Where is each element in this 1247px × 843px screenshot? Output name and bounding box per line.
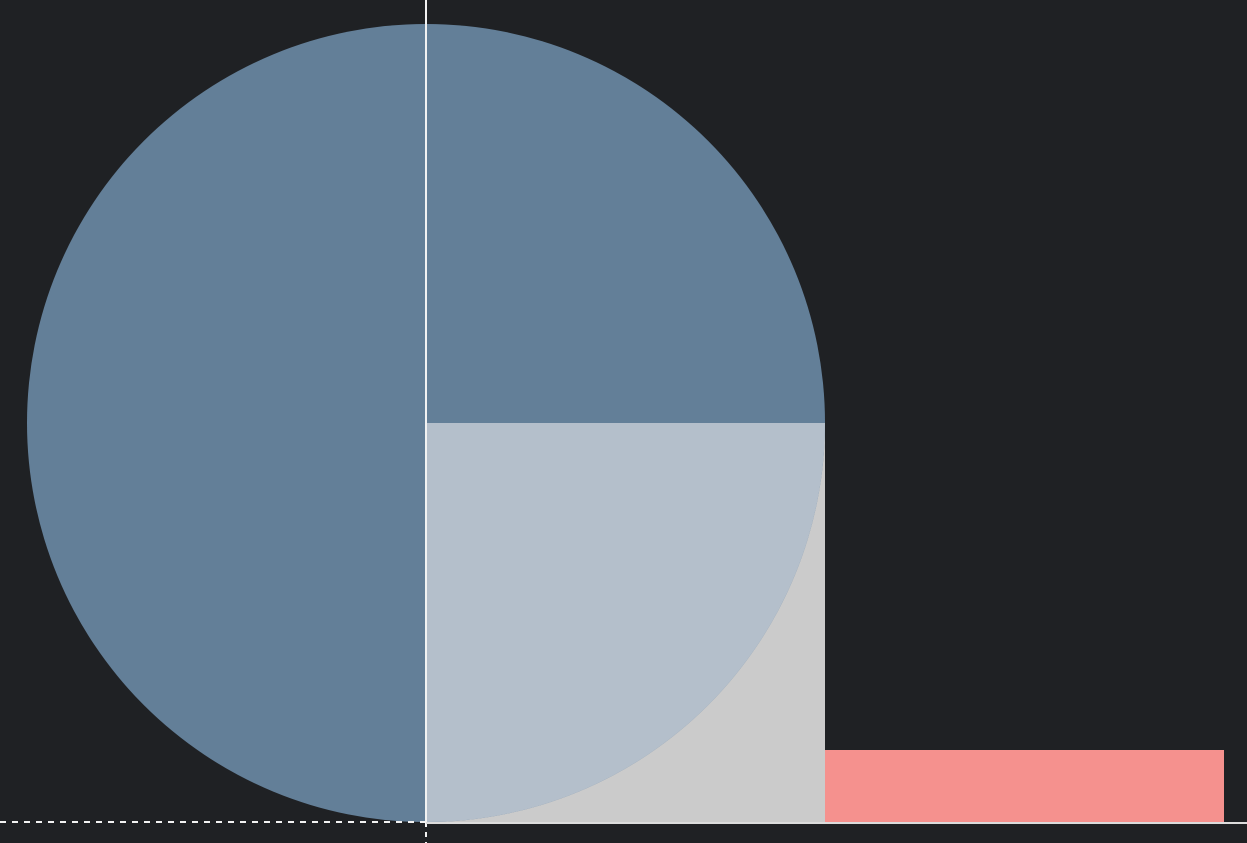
horizontal-guide-line-dashed — [0, 821, 426, 823]
horizontal-baseline-solid — [426, 822, 1247, 824]
vertical-guide-line-dashed — [425, 822, 427, 843]
vertical-guide-line-solid — [425, 0, 427, 822]
salmon-bar — [825, 750, 1224, 823]
